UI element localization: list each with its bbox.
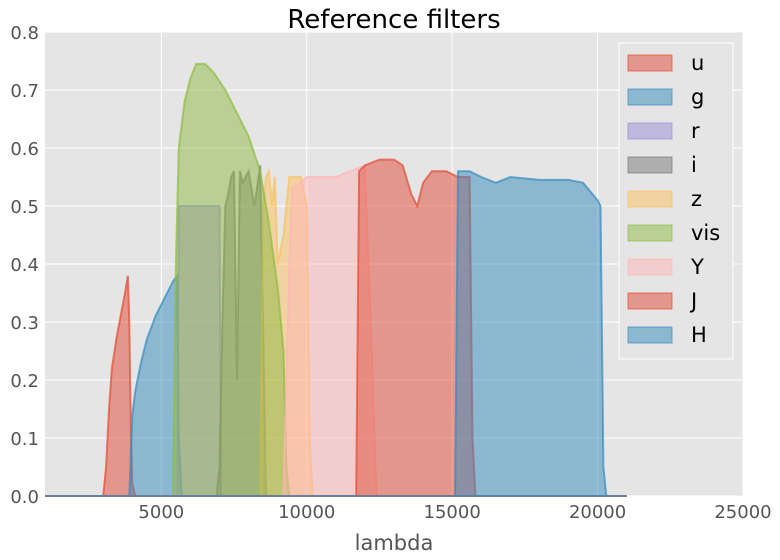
legend-swatch-r xyxy=(627,122,673,140)
legend-swatch-z xyxy=(627,190,673,208)
legend-swatch-h xyxy=(627,326,673,344)
x-tick-label: 15000 xyxy=(424,502,481,523)
legend-swatch-j xyxy=(627,292,673,310)
x-tick-label: 5000 xyxy=(138,502,184,523)
y-tick-label: 0.7 xyxy=(10,81,39,102)
x-tick-label: 25000 xyxy=(714,502,771,523)
chart-title: Reference filters xyxy=(287,5,500,35)
y-tick-label: 0.2 xyxy=(10,371,39,392)
legend-label-y: Y xyxy=(690,255,704,279)
legend-swatch-g xyxy=(627,88,673,106)
y-tick-label: 0.5 xyxy=(10,197,39,218)
x-tick-label: 10000 xyxy=(278,502,335,523)
legend-swatch-y xyxy=(627,258,673,276)
legend-label-j: J xyxy=(689,289,697,313)
series-areas xyxy=(45,62,627,497)
y-axis: 0.0 0.1 0.2 0.3 0.4 0.5 0.6 0.7 0.8 xyxy=(10,23,39,508)
legend-label-vis: vis xyxy=(691,221,720,245)
legend-label-g: g xyxy=(691,85,704,109)
legend-label-r: r xyxy=(691,119,700,143)
series-area-h xyxy=(45,170,627,497)
x-tick-label: 20000 xyxy=(569,502,626,523)
y-tick-label: 0.8 xyxy=(10,23,39,44)
legend-label-u: u xyxy=(691,51,704,75)
y-tick-label: 0.1 xyxy=(10,429,39,450)
legend-label-h: H xyxy=(691,323,707,347)
legend-swatch-u xyxy=(627,54,673,72)
legend-label-i: i xyxy=(691,153,697,177)
legend-label-z: z xyxy=(691,187,702,211)
x-axis: 5000 10000 15000 20000 25000 xyxy=(138,502,771,523)
y-tick-label: 0.6 xyxy=(10,139,39,160)
x-axis-title: lambda xyxy=(355,531,434,555)
y-tick-label: 0.3 xyxy=(10,313,39,334)
y-tick-label: 0.0 xyxy=(10,487,39,508)
y-tick-label: 0.4 xyxy=(10,255,39,276)
legend-swatch-vis xyxy=(627,224,673,242)
legend-swatch-i xyxy=(627,156,673,174)
